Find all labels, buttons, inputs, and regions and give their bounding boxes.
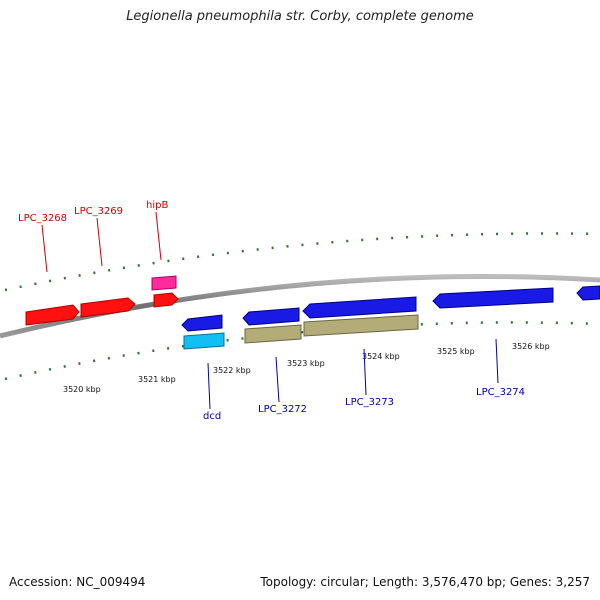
label-leader: [275, 356, 280, 403]
label-leader: [363, 348, 367, 396]
accession-text: Accession: NC_009494: [9, 575, 146, 589]
scale-label: 3525 kbp: [437, 347, 475, 356]
scale-label: 3520 kbp: [63, 385, 101, 394]
lower-tick-track: [4, 321, 600, 381]
gene-label[interactable]: LPC_3272: [258, 404, 307, 415]
scale-label: 3524 kbp: [362, 352, 400, 361]
map-title: Legionella pneumophila str. Corby, compl…: [126, 9, 474, 24]
rna-LPC_3273[interactable]: [303, 314, 419, 337]
gene-LPC_3268[interactable]: [25, 304, 80, 326]
gene-label[interactable]: LPC_3268: [18, 213, 67, 224]
label-leader: [495, 338, 499, 384]
gene-label[interactable]: LPC_3269: [74, 206, 123, 217]
gene-next[interactable]: [576, 285, 600, 301]
label-leader: [41, 224, 48, 273]
gene-label[interactable]: LPC_3273: [345, 397, 394, 408]
scale-label: 3526 kbp: [512, 342, 550, 351]
gene-LPC_3274[interactable]: [432, 287, 554, 309]
scale-label: 3521 kbp: [138, 375, 176, 384]
scale-label: 3522 kbp: [213, 366, 251, 375]
scale-label: 3523 kbp: [287, 359, 325, 368]
label-leader: [96, 217, 103, 267]
gene-LPC_3272[interactable]: [242, 307, 300, 326]
gene-hipB-lower[interactable]: [153, 292, 179, 308]
topology-summary-text: Topology: circular; Length: 3,576,470 bp…: [260, 575, 590, 589]
label-leader: [155, 211, 162, 261]
gene-hipB-upper[interactable]: [151, 275, 177, 291]
gene-LPC_3269[interactable]: [80, 297, 136, 318]
upper-tick-track: [4, 232, 600, 292]
label-leader: [207, 362, 211, 410]
gene-label[interactable]: hipB: [146, 200, 168, 211]
gene-label[interactable]: LPC_3274: [476, 387, 525, 398]
gene-LPC_3273[interactable]: [302, 296, 417, 319]
gene-label[interactable]: dcd: [203, 411, 221, 422]
rna-dcd[interactable]: [183, 332, 225, 350]
gene-dcd[interactable]: [181, 314, 223, 332]
rna-LPC_3272[interactable]: [244, 324, 302, 344]
